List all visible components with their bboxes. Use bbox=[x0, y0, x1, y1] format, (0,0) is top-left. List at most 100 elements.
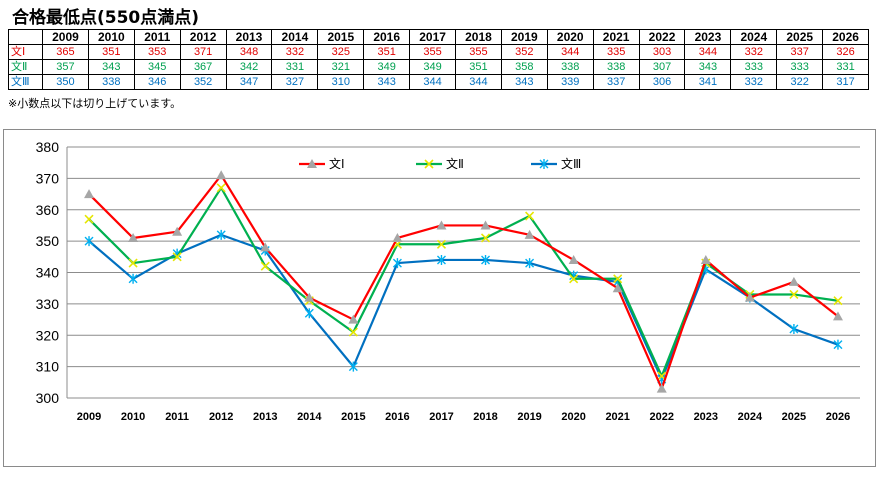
score-cell: 345 bbox=[133, 59, 181, 75]
y-tick-label: 350 bbox=[36, 233, 60, 249]
score-cell: 337 bbox=[776, 44, 824, 60]
data-point bbox=[612, 283, 623, 293]
score-cell: 358 bbox=[500, 59, 548, 75]
score-cell: 352 bbox=[500, 44, 548, 60]
x-tick-label: 2017 bbox=[429, 411, 453, 423]
data-point bbox=[700, 254, 711, 264]
score-cell: 306 bbox=[638, 74, 686, 90]
data-point bbox=[260, 242, 271, 252]
x-tick-label: 2009 bbox=[77, 411, 101, 423]
data-point bbox=[348, 327, 358, 337]
score-cell: 346 bbox=[133, 74, 181, 90]
score-cell: 333 bbox=[730, 59, 778, 75]
x-tick-label: 2019 bbox=[517, 411, 541, 423]
x-tick-label: 2023 bbox=[694, 411, 718, 423]
data-point bbox=[172, 226, 183, 236]
data-point bbox=[525, 211, 535, 221]
legend-label: 文Ⅲ bbox=[561, 156, 581, 171]
x-tick-label: 2011 bbox=[165, 411, 189, 423]
year-header: 2009 bbox=[42, 29, 89, 45]
table-row: 文Ⅰ 365 351 353 371 348 332 325 351 355 355 352 344 33… bbox=[8, 44, 870, 60]
x-tick-label: 2013 bbox=[253, 411, 277, 423]
table-header-row: 2009 2010 2011 2012 2013 2014 2015 2016 2017 2018… bbox=[8, 29, 870, 45]
score-cell: 333 bbox=[776, 59, 824, 75]
year-header: 2022 bbox=[638, 29, 686, 45]
score-cell: 321 bbox=[317, 59, 365, 75]
data-point bbox=[480, 233, 491, 243]
score-cell: 343 bbox=[684, 59, 732, 75]
data-point bbox=[789, 323, 799, 334]
score-cell: 355 bbox=[455, 44, 502, 60]
line-chart: 300 310 320 330 340 350 360 370 380 2009 2010 2011 2… bbox=[36, 139, 860, 423]
data-point bbox=[656, 383, 667, 393]
series-line bbox=[88, 174, 839, 390]
score-cell: 338 bbox=[592, 59, 640, 75]
score-cell: 325 bbox=[317, 44, 365, 60]
year-header: 2017 bbox=[409, 29, 457, 45]
legend-marker bbox=[307, 159, 317, 168]
score-cell: 339 bbox=[546, 74, 594, 90]
score-cell: 351 bbox=[455, 59, 502, 75]
score-cell: 327 bbox=[271, 74, 319, 90]
data-point bbox=[524, 229, 535, 239]
data-point bbox=[480, 220, 491, 230]
year-header: 2023 bbox=[684, 29, 732, 45]
score-cell: 303 bbox=[638, 44, 686, 60]
table-row: 文Ⅲ 350 338 346 352 347 327 310 343 344 344 343 339 33… bbox=[8, 74, 870, 90]
year-header: 2015 bbox=[317, 29, 365, 45]
data-point bbox=[744, 292, 755, 302]
data-point bbox=[84, 189, 95, 199]
score-cell: 338 bbox=[546, 59, 594, 75]
score-cell: 349 bbox=[363, 59, 411, 75]
score-cell: 344 bbox=[684, 44, 732, 60]
score-cell: 348 bbox=[225, 44, 273, 60]
row-label: 文Ⅲ bbox=[8, 74, 43, 90]
data-point bbox=[128, 258, 138, 268]
score-cell: 332 bbox=[730, 74, 778, 90]
score-cell: 331 bbox=[822, 59, 870, 75]
score-cell: 371 bbox=[179, 44, 227, 60]
data-point bbox=[481, 254, 491, 265]
score-cell: 326 bbox=[822, 44, 870, 60]
score-cell: 338 bbox=[87, 74, 135, 90]
year-header: 2019 bbox=[500, 29, 548, 45]
y-tick-label: 340 bbox=[36, 265, 60, 281]
score-cell: 357 bbox=[42, 59, 89, 75]
data-point bbox=[392, 258, 402, 269]
score-cell: 342 bbox=[225, 59, 273, 75]
score-cell: 332 bbox=[730, 44, 778, 60]
series-line bbox=[88, 186, 839, 378]
data-point bbox=[833, 339, 843, 350]
y-tick-label: 320 bbox=[36, 327, 60, 343]
score-cell: 343 bbox=[87, 59, 135, 75]
row-label: 文Ⅱ bbox=[8, 59, 43, 75]
score-cell: 351 bbox=[87, 44, 135, 60]
y-tick-label: 370 bbox=[36, 170, 60, 186]
year-header: 2024 bbox=[730, 29, 778, 45]
data-point bbox=[348, 314, 359, 324]
x-tick-label: 2012 bbox=[209, 411, 233, 423]
data-point bbox=[84, 214, 94, 224]
data-point bbox=[832, 311, 843, 321]
score-cell: 352 bbox=[179, 74, 227, 90]
score-table: 2009 2010 2011 2012 2013 2014 2015 2016 2017 2018… bbox=[8, 29, 870, 90]
data-point bbox=[304, 292, 315, 302]
score-cell: 353 bbox=[133, 44, 181, 60]
score-cell: 367 bbox=[179, 59, 227, 75]
series-line bbox=[88, 233, 839, 381]
data-point bbox=[613, 274, 623, 284]
data-point bbox=[216, 183, 226, 193]
legend-marker bbox=[424, 159, 434, 169]
table-corner-cell bbox=[8, 29, 43, 45]
x-tick-label: 2026 bbox=[826, 411, 850, 423]
y-tick-label: 360 bbox=[36, 202, 60, 218]
score-cell: 337 bbox=[592, 74, 640, 90]
score-cell: 322 bbox=[776, 74, 824, 90]
x-tick-label: 2015 bbox=[341, 411, 365, 423]
year-header: 2025 bbox=[776, 29, 824, 45]
score-cell: 344 bbox=[455, 74, 502, 90]
x-tick-label: 2010 bbox=[121, 411, 145, 423]
y-tick-label: 300 bbox=[36, 390, 60, 406]
year-header: 2014 bbox=[271, 29, 319, 45]
legend-label: 文Ⅰ bbox=[329, 156, 345, 171]
